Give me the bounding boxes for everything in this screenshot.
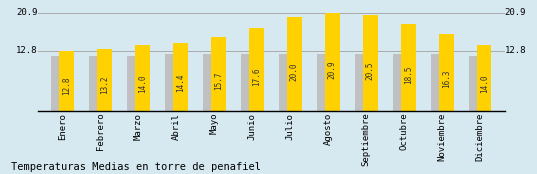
Bar (439, 34, 454, 111)
Bar (431, 54, 445, 111)
Text: 14.0: 14.0 (138, 74, 147, 93)
Bar (135, 45, 150, 111)
Bar (211, 37, 226, 111)
Text: Temperaturas Medias en torre de penafiel: Temperaturas Medias en torre de penafiel (11, 162, 261, 172)
Text: 20.9: 20.9 (328, 61, 337, 79)
Text: 20.9: 20.9 (16, 8, 38, 17)
Bar (477, 45, 491, 111)
Bar (173, 44, 187, 111)
Text: 16.3: 16.3 (442, 70, 451, 88)
Bar (165, 54, 179, 111)
Bar (279, 54, 293, 111)
Text: 12.8: 12.8 (16, 46, 38, 56)
Bar (127, 56, 141, 111)
Bar (401, 24, 416, 111)
Bar (89, 56, 103, 111)
Text: 18.5: 18.5 (404, 65, 413, 84)
Text: 15.7: 15.7 (214, 71, 223, 89)
Bar (363, 15, 378, 111)
Bar (325, 13, 339, 111)
Text: 12.8: 12.8 (62, 77, 71, 95)
Text: 14.0: 14.0 (480, 74, 489, 93)
Bar (287, 17, 302, 111)
Bar (249, 28, 264, 111)
Bar (97, 49, 112, 111)
Bar (393, 54, 407, 111)
Bar (355, 54, 369, 111)
Text: 17.6: 17.6 (252, 67, 261, 86)
Bar (59, 51, 74, 111)
Text: 13.2: 13.2 (100, 76, 109, 94)
Text: 14.4: 14.4 (176, 74, 185, 92)
Text: 20.0: 20.0 (290, 62, 299, 81)
Text: 20.5: 20.5 (366, 61, 375, 80)
Text: 12.8: 12.8 (505, 46, 526, 56)
Bar (241, 54, 255, 111)
Bar (317, 54, 331, 111)
Bar (203, 54, 217, 111)
Bar (51, 56, 66, 111)
Text: 20.9: 20.9 (505, 8, 526, 17)
Bar (469, 56, 483, 111)
